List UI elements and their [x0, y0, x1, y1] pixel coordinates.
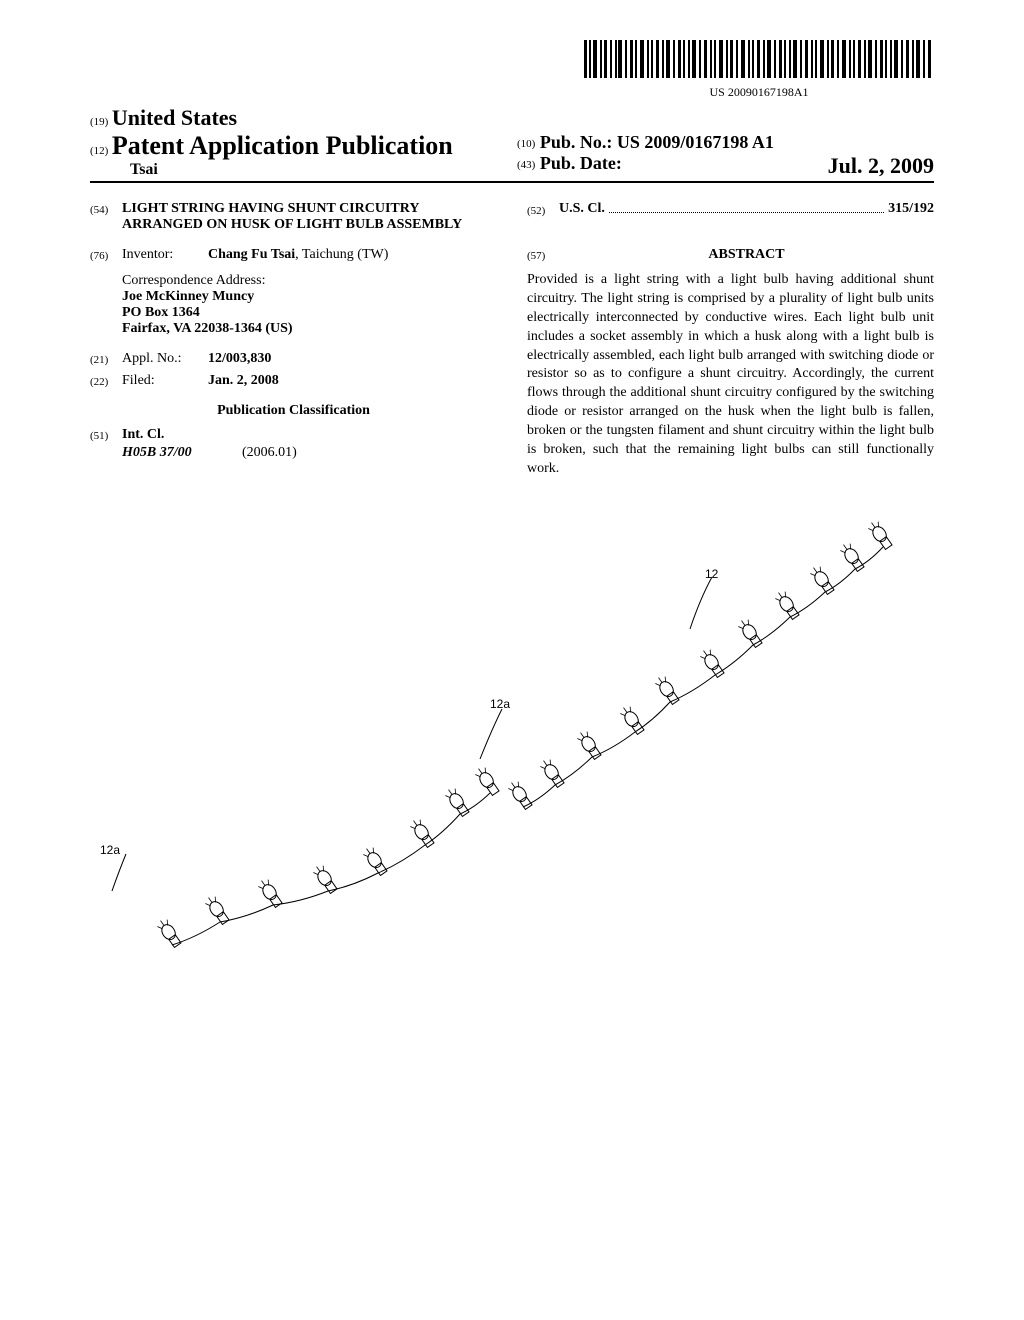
ref-12a-1: 12a — [100, 843, 120, 857]
header-right: (10) Pub. No.: US 2009/0167198 A1 (43) P… — [507, 132, 934, 179]
columns: (54) LIGHT STRING HAVING SHUNT CIRCUITRY… — [90, 201, 934, 479]
right-column: (52) U.S. Cl. 315/192 (57) ABSTRACT Prov… — [527, 201, 934, 479]
inventor-label: Inventor: — [122, 247, 208, 263]
uscl-label: U.S. Cl. — [559, 201, 605, 217]
classification-header: Publication Classification — [90, 403, 497, 419]
pubno-num: (10) — [517, 138, 535, 150]
ref-12a-2: 12a — [490, 697, 510, 711]
pubdate-val: Jul. 2, 2009 — [828, 153, 934, 179]
intcl-label: Int. Cl. — [122, 427, 164, 443]
author: Tsai — [90, 161, 507, 179]
pubdate-num: (43) — [517, 159, 535, 171]
intcl-num: (51) — [90, 427, 122, 443]
pub-type: Patent Application Publication — [112, 131, 453, 160]
abstract-label: ABSTRACT — [559, 247, 934, 263]
barcode-number: US 20090167198A1 — [584, 85, 934, 100]
appl-val: 12/003,830 — [208, 351, 271, 367]
corr-label: Correspondence Address: — [122, 273, 497, 289]
abstract-num: (57) — [527, 247, 559, 271]
abstract-text: Provided is a light string with a light … — [527, 271, 934, 479]
corr-name: Joe McKinney Muncy — [122, 289, 497, 305]
pubdate-label: Pub. Date: — [540, 153, 622, 173]
title: LIGHT STRING HAVING SHUNT CIRCUITRY ARRA… — [122, 201, 497, 233]
pubno-val: US 2009/0167198 A1 — [617, 132, 774, 152]
inventor-num: (76) — [90, 247, 122, 263]
ref-12: 12 — [705, 567, 718, 581]
inventor-name: Chang Fu Tsai — [208, 247, 295, 262]
corr-city: Fairfax, VA 22038-1364 (US) — [122, 321, 497, 337]
header-left: (19) United States (12) Patent Applicati… — [90, 105, 507, 179]
header: (19) United States (12) Patent Applicati… — [90, 105, 934, 183]
appl-num: (21) — [90, 351, 122, 367]
country: United States — [112, 105, 237, 130]
corr-po: PO Box 1364 — [122, 305, 497, 321]
filed-num: (22) — [90, 373, 122, 389]
appl-label: Appl. No.: — [122, 351, 208, 367]
barcode: US 20090167198A1 — [584, 40, 934, 100]
barcode-area: US 20090167198A1 — [90, 40, 934, 101]
filed-label: Filed: — [122, 373, 208, 389]
intcl-year: (2006.01) — [242, 445, 297, 461]
pubno-label: Pub. No.: — [540, 132, 613, 152]
dots — [609, 201, 884, 213]
barcode-svg — [584, 40, 934, 78]
left-column: (54) LIGHT STRING HAVING SHUNT CIRCUITRY… — [90, 201, 497, 479]
uscl-num: (52) — [527, 202, 559, 217]
title-num: (54) — [90, 201, 122, 233]
filed-val: Jan. 2, 2008 — [208, 373, 279, 389]
correspondence-address: Correspondence Address: Joe McKinney Mun… — [90, 273, 497, 337]
inventor-loc: , Taichung (TW) — [295, 247, 388, 262]
country-num: (19) — [90, 116, 108, 128]
figure-svg — [90, 509, 934, 1029]
uscl-val: 315/192 — [888, 201, 934, 217]
figure: 12a 12a 12 — [90, 509, 934, 1029]
pub-num: (12) — [90, 145, 108, 157]
intcl-code: H05B 37/00 — [122, 445, 242, 461]
